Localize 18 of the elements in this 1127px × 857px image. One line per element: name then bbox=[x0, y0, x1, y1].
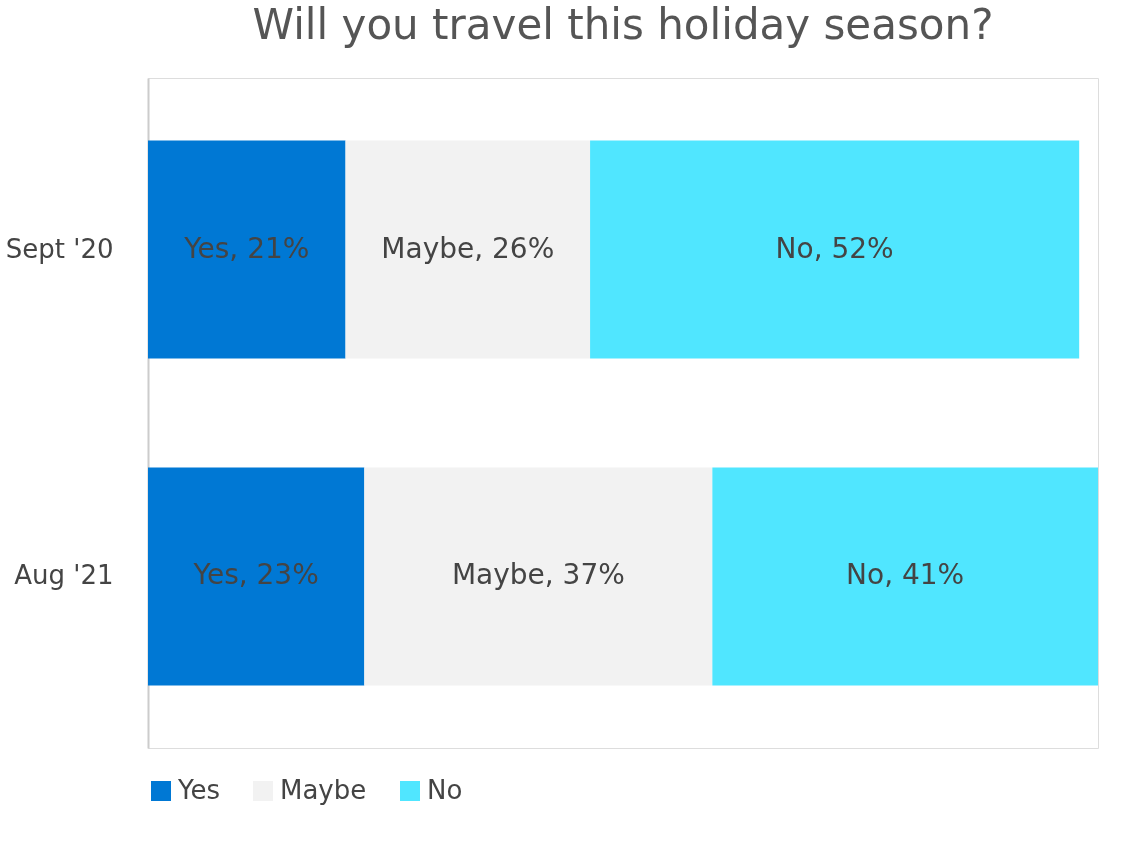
y-tick-label: Sept '20 bbox=[5, 233, 114, 264]
chart-title: Will you travel this holiday season? bbox=[252, 0, 994, 49]
data-label: Maybe, 26% bbox=[381, 231, 555, 265]
bar bbox=[148, 467, 365, 686]
legend-label: Yes bbox=[177, 775, 220, 805]
data-label: Maybe, 37% bbox=[451, 558, 625, 592]
y-tick-label: Aug '21 bbox=[14, 560, 114, 591]
data-label: Yes, 23% bbox=[192, 558, 319, 592]
bar bbox=[148, 140, 346, 359]
data-label: No, 52% bbox=[775, 231, 894, 265]
data-label: No, 41% bbox=[846, 558, 965, 592]
bar bbox=[712, 467, 1098, 686]
data-label: Yes, 21% bbox=[183, 231, 310, 265]
bar bbox=[364, 467, 713, 686]
legend-label: Maybe bbox=[280, 775, 367, 805]
legend-label: No bbox=[427, 775, 463, 805]
bar bbox=[590, 140, 1080, 359]
bar bbox=[345, 140, 591, 359]
